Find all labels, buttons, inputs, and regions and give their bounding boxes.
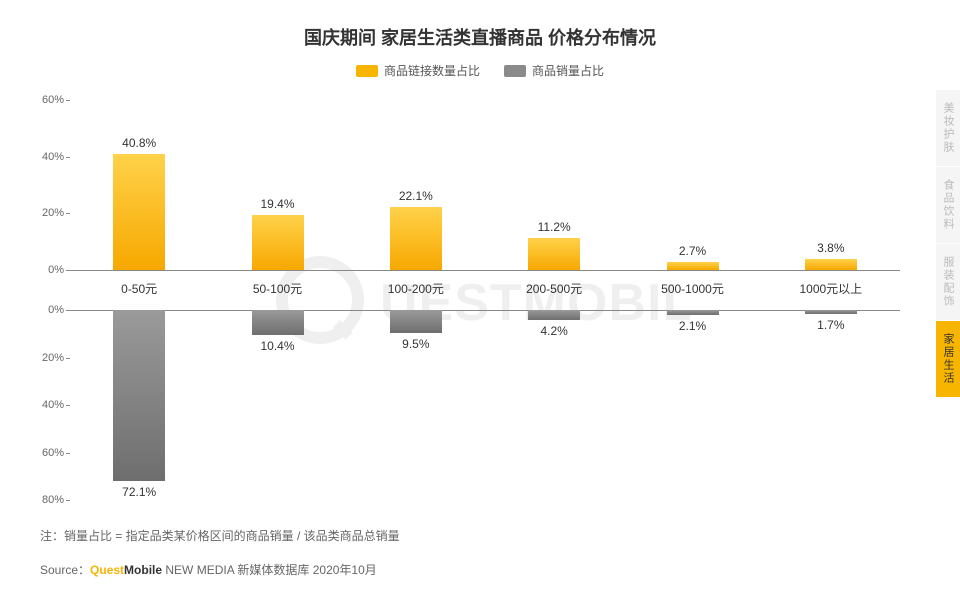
top-x-axis xyxy=(70,270,900,271)
bottom-tick: 80% xyxy=(24,494,64,506)
value-label-top: 22.1% xyxy=(399,189,433,203)
side-tab[interactable]: 服装配饰 xyxy=(936,244,960,321)
value-label-bottom: 1.7% xyxy=(817,318,844,332)
source-line: Source：QuestMobile NEW MEDIA 新媒体数据库 2020… xyxy=(40,561,377,578)
bottom-tick: 0% xyxy=(24,304,64,316)
category-label: 1000元以上 xyxy=(799,280,862,297)
bar-top xyxy=(805,259,857,270)
legend: 商品链接数量占比 商品销量占比 xyxy=(0,62,960,79)
chart-title: 国庆期间 家居生活类直播商品 价格分布情况 xyxy=(0,0,960,50)
category-tabs: 美妆护肤食品饮料服装配饰家居生活 xyxy=(936,90,960,398)
category-label: 200-500元 xyxy=(526,280,582,297)
top-tick: 0% xyxy=(24,264,64,276)
bar-bottom xyxy=(805,310,857,314)
side-tab[interactable]: 食品饮料 xyxy=(936,167,960,244)
top-tick: 60% xyxy=(24,94,64,106)
top-tick: 40% xyxy=(24,151,64,163)
value-label-bottom: 4.2% xyxy=(540,324,567,338)
bottom-x-axis xyxy=(70,310,900,311)
value-label-bottom: 2.1% xyxy=(679,319,706,333)
bar-bottom xyxy=(667,310,719,315)
bottom-tick: 40% xyxy=(24,399,64,411)
bar-bottom xyxy=(113,310,165,481)
bar-bottom xyxy=(252,310,304,335)
bottom-tick-mark xyxy=(66,500,70,501)
source-brand-quest: Quest xyxy=(90,563,124,577)
source-prefix: Source： xyxy=(40,563,90,577)
side-tab[interactable]: 美妆护肤 xyxy=(936,90,960,167)
value-label-bottom: 72.1% xyxy=(122,485,156,499)
legend-item-2: 商品销量占比 xyxy=(504,62,604,79)
bottom-tick: 20% xyxy=(24,352,64,364)
top-tick-mark xyxy=(66,100,70,101)
legend-swatch-1 xyxy=(356,65,378,77)
bar-top xyxy=(667,262,719,270)
value-label-bottom: 9.5% xyxy=(402,337,429,351)
side-tab[interactable]: 家居生活 xyxy=(936,321,960,398)
top-tick-mark xyxy=(66,270,70,271)
footnote: 注：销量占比 = 指定品类某价格区间的商品销量 / 该品类商品总销量 xyxy=(40,527,400,544)
value-label-top: 3.8% xyxy=(817,241,844,255)
category-label: 50-100元 xyxy=(253,280,302,297)
bottom-tick-mark xyxy=(66,358,70,359)
bar-bottom xyxy=(390,310,442,333)
chart-area: 0%20%40%60%0%20%40%60%80%0-50元40.8%72.1%… xyxy=(70,100,900,500)
value-label-bottom: 10.4% xyxy=(260,339,294,353)
bottom-tick-mark xyxy=(66,310,70,311)
legend-swatch-2 xyxy=(504,65,526,77)
category-label: 0-50元 xyxy=(121,280,157,297)
value-label-top: 19.4% xyxy=(260,197,294,211)
legend-item-1: 商品链接数量占比 xyxy=(356,62,480,79)
legend-label-2: 商品销量占比 xyxy=(532,62,604,79)
bottom-tick-mark xyxy=(66,453,70,454)
value-label-top: 11.2% xyxy=(538,220,571,234)
bar-top xyxy=(390,207,442,270)
legend-label-1: 商品链接数量占比 xyxy=(384,62,480,79)
bottom-tick: 60% xyxy=(24,447,64,459)
bar-top xyxy=(252,215,304,270)
source-rest: NEW MEDIA 新媒体数据库 2020年10月 xyxy=(162,563,377,577)
value-label-top: 40.8% xyxy=(122,136,156,150)
bottom-tick-mark xyxy=(66,405,70,406)
bar-bottom xyxy=(528,310,580,320)
top-tick: 20% xyxy=(24,207,64,219)
bar-top xyxy=(113,154,165,270)
source-brand-mobile: Mobile xyxy=(124,563,162,577)
top-tick-mark xyxy=(66,157,70,158)
bar-top xyxy=(528,238,580,270)
category-label: 500-1000元 xyxy=(661,280,724,297)
value-label-top: 2.7% xyxy=(679,244,706,258)
top-tick-mark xyxy=(66,213,70,214)
category-label: 100-200元 xyxy=(388,280,444,297)
